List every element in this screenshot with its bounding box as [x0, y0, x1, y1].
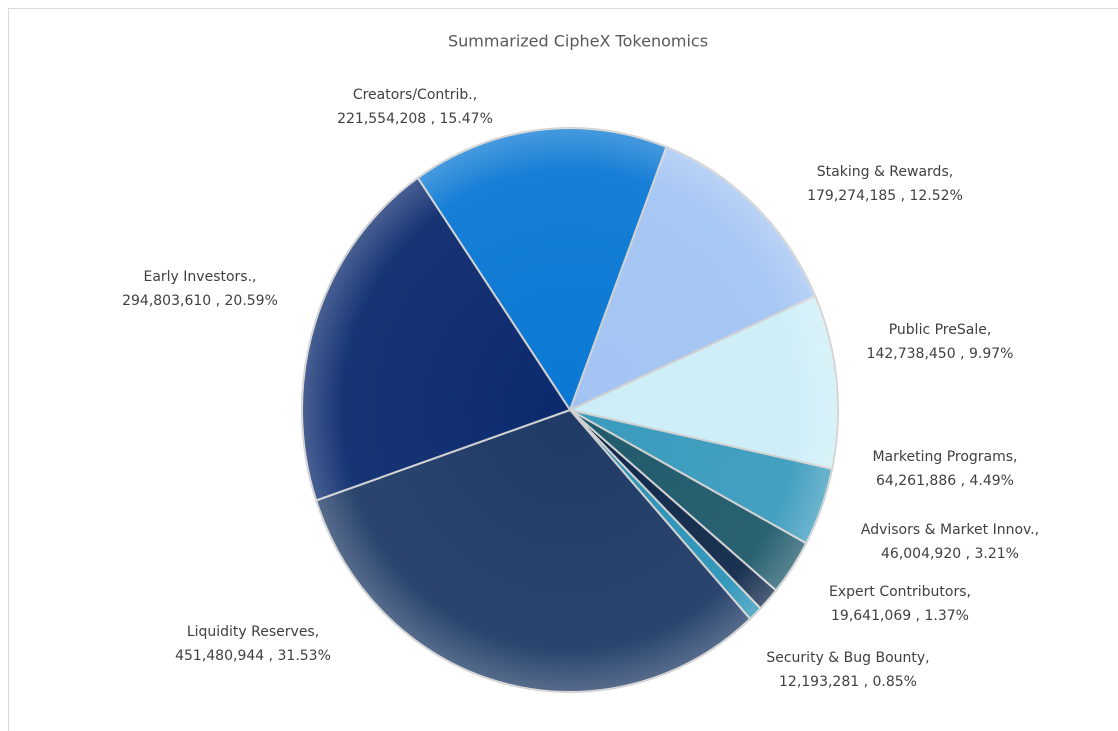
- slice-label-value: 12,193,281 , 0.85%: [779, 674, 917, 690]
- slice-label-name: Expert Contributors,: [829, 584, 971, 600]
- slice-label-value: 19,641,069 , 1.37%: [831, 608, 969, 624]
- slice-label-value: 451,480,944 , 31.53%: [175, 648, 331, 664]
- slice-label-name: Creators/Contrib.,: [353, 87, 477, 103]
- slice-label-value: 179,274,185 , 12.52%: [807, 188, 963, 204]
- slice-label-name: Security & Bug Bounty,: [766, 650, 929, 666]
- slice-label-name: Liquidity Reserves,: [187, 624, 319, 640]
- slice-label-name: Staking & Rewards,: [817, 164, 953, 180]
- slice-label-value: 294,803,610 , 20.59%: [122, 293, 278, 309]
- slice-label-name: Marketing Programs,: [872, 449, 1017, 465]
- slice-label-value: 221,554,208 , 15.47%: [337, 111, 493, 127]
- slice-label-value: 64,261,886 , 4.49%: [876, 473, 1014, 489]
- chart-frame: [8, 8, 1118, 731]
- chart-title: Summarized CipheX Tokenomics: [448, 32, 708, 51]
- slice-label-name: Advisors & Market Innov.,: [861, 522, 1039, 538]
- slice-label-value: 142,738,450 , 9.97%: [867, 346, 1014, 362]
- slice-label-value: 46,004,920 , 3.21%: [881, 546, 1019, 562]
- pie: [301, 127, 839, 693]
- slice-label-name: Early Investors.,: [143, 269, 256, 285]
- slice-label-name: Public PreSale,: [889, 322, 992, 338]
